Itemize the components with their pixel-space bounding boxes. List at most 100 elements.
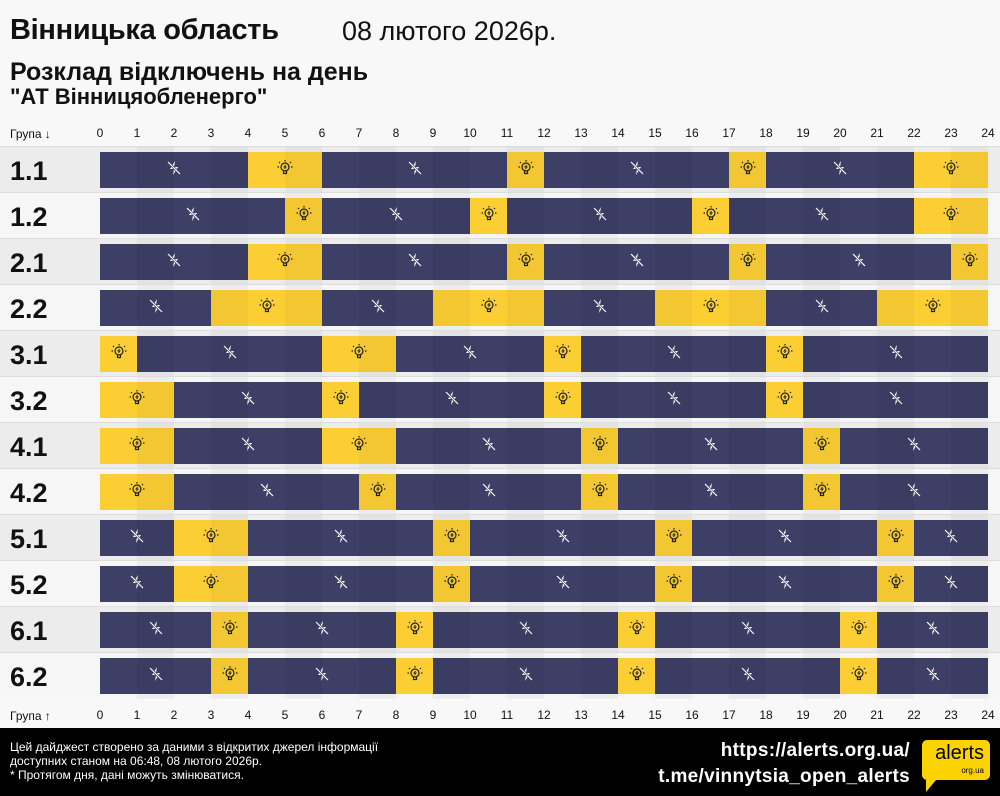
power-on-segment [544,382,581,418]
power-on-segment [581,474,618,510]
lightbulb-icon [665,527,683,550]
footer-note: Цей дайджест створено за даними з відкри… [10,740,378,782]
lightbulb-icon [128,389,146,412]
power-on-segment [322,382,359,418]
hour-tick: 0 [96,708,104,722]
group-row: 1.2 [0,192,1000,238]
lightbulb-icon [776,389,794,412]
power-off-segment [803,336,988,372]
power-off-segment [174,474,359,510]
power-off-segment [692,566,877,602]
logo-subtext: org.ua [961,766,984,775]
hour-tick: 10 [463,126,477,140]
power-off-segment [100,290,211,326]
lightbulb-icon [776,343,794,366]
lightbulb-icon [554,343,572,366]
power-off-segment [655,658,840,694]
crossed-lightning-icon [776,573,794,596]
footer-line: доступних станом на 06:48, 08 лютого 202… [10,754,262,768]
group-name: 5.2 [10,570,48,600]
lightbulb-icon [591,481,609,504]
crossed-lightning-icon [665,343,683,366]
group-name: 5.1 [10,524,48,554]
power-on-segment [248,152,322,188]
power-off-segment [433,658,618,694]
power-off-segment [877,612,988,648]
hour-tick: 15 [648,126,662,140]
power-off-segment [581,382,766,418]
lightbulb-icon [350,343,368,366]
power-off-segment [655,612,840,648]
hour-tick: 6 [318,126,326,140]
lightbulb-icon [665,573,683,596]
power-off-segment [803,382,988,418]
alerts-logo: alerts org.ua [922,740,990,792]
power-on-segment [433,520,470,556]
power-off-segment [766,290,877,326]
crossed-lightning-icon [147,297,165,320]
lightbulb-icon [739,251,757,274]
power-on-segment [618,612,655,648]
crossed-lightning-icon [443,389,461,412]
power-on-segment [359,474,396,510]
power-off-segment [470,520,655,556]
power-on-segment [507,244,544,280]
footer-line: Цей дайджест створено за даними з відкри… [10,740,379,754]
power-on-segment [766,336,803,372]
crossed-lightning-icon [942,527,960,550]
power-off-segment [248,658,396,694]
power-on-segment [322,336,396,372]
power-on-segment [248,244,322,280]
power-on-segment [211,658,248,694]
website-link[interactable]: https://alerts.org.ua/ [720,740,910,761]
power-off-segment [507,198,692,234]
crossed-lightning-icon [165,159,183,182]
power-on-segment [100,428,174,464]
power-off-segment [100,152,248,188]
crossed-lightning-icon [147,619,165,642]
power-off-segment [433,612,618,648]
power-off-segment [100,566,174,602]
power-off-segment [581,336,766,372]
group-name: 1.1 [10,156,48,186]
power-off-segment [840,428,988,464]
power-on-segment [544,336,581,372]
hour-tick: 9 [429,708,437,722]
crossed-lightning-icon [942,573,960,596]
group-row: 2.1 [0,238,1000,284]
hour-axis-bottom: Група ↑ 0 1 2 3 4 5 6 7 8 9 10 11 12 13 14 15 16 17 18 19 20… [0,706,1000,726]
hour-tick: 3 [207,708,215,722]
power-off-segment [692,520,877,556]
lightbulb-icon [128,481,146,504]
lightbulb-icon [480,205,498,228]
hour-tick: 18 [759,708,773,722]
power-off-segment [174,382,322,418]
lightbulb-icon [739,159,757,182]
crossed-lightning-icon [850,251,868,274]
crossed-lightning-icon [387,205,405,228]
hour-tick: 18 [759,126,773,140]
group-row: 5.1 [0,514,1000,560]
crossed-lightning-icon [239,435,257,458]
crossed-lightning-icon [813,297,831,320]
power-on-segment [877,566,914,602]
telegram-link[interactable]: t.me/vinnytsia_open_alerts [658,766,910,787]
hour-tick: 5 [281,708,289,722]
lightbulb-icon [350,435,368,458]
hour-tick: 14 [611,708,625,722]
hour-tick: 23 [944,126,958,140]
power-off-segment [100,198,285,234]
hour-tick: 24 [981,708,995,722]
hour-tick: 8 [392,126,400,140]
crossed-lightning-icon [554,527,572,550]
crossed-lightning-icon [480,435,498,458]
power-on-segment [581,428,618,464]
power-on-segment [470,198,507,234]
lightbulb-icon [276,159,294,182]
power-off-segment [618,428,803,464]
lightbulb-icon [628,619,646,642]
lightbulb-icon [480,297,498,320]
power-off-segment [396,474,581,510]
hour-tick: 15 [648,708,662,722]
power-on-segment [433,290,544,326]
